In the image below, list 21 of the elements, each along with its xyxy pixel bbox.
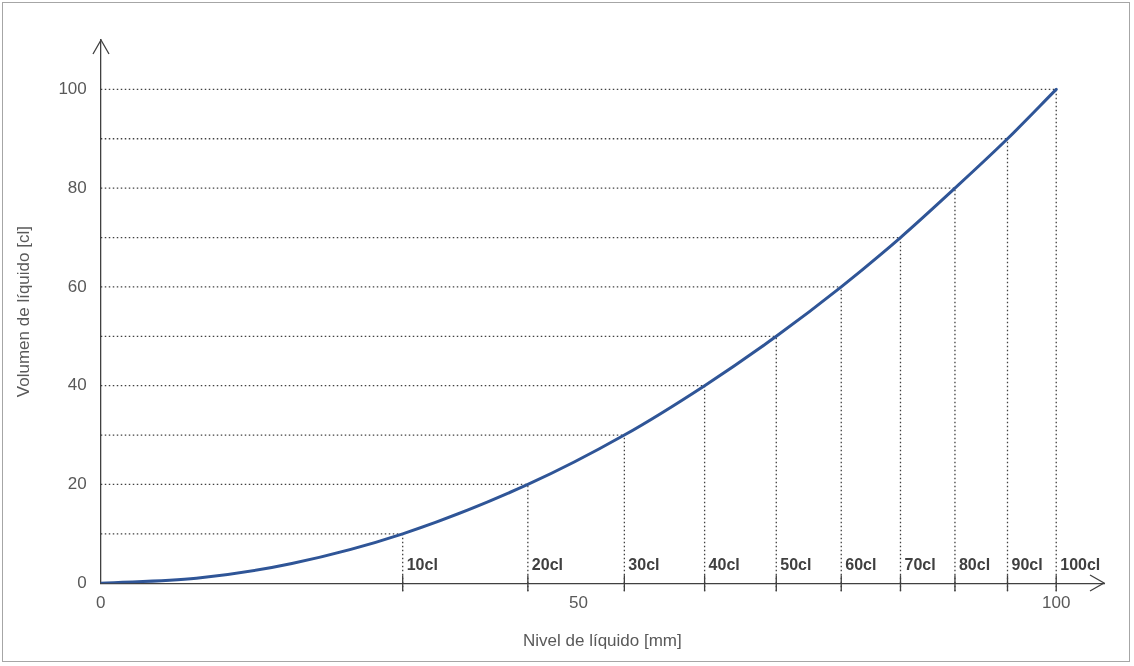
ref-line-label: 90cl	[1011, 555, 1043, 573]
ref-line-label: 20cl	[531, 555, 563, 573]
y-tick-label: 40	[67, 375, 87, 395]
ref-line-label: 40cl	[708, 555, 740, 573]
y-axis-title: Volumen de líquido [cl]	[13, 226, 33, 398]
y-tick-label: 60	[67, 276, 87, 296]
ref-line-label: 50cl	[780, 555, 812, 573]
ref-line-label: 10cl	[406, 555, 438, 573]
x-tick-label: 0	[96, 593, 106, 613]
x-axis-title: Nivel de líquido [mm]	[523, 631, 682, 651]
y-tick-label: 0	[77, 572, 87, 592]
ref-line-label: 100cl	[1060, 555, 1101, 573]
y-tick-label: 20	[67, 474, 87, 494]
ref-line-label: 60cl	[845, 555, 877, 573]
x-tick-label: 100	[1042, 593, 1071, 613]
x-tick-label: 50	[569, 593, 588, 613]
ref-line-label: 70cl	[904, 555, 936, 573]
y-tick-label: 80	[67, 177, 87, 197]
ref-line-label: 80cl	[958, 555, 991, 573]
ref-line-label: 30cl	[628, 555, 660, 573]
y-tick-label: 100	[58, 79, 87, 99]
